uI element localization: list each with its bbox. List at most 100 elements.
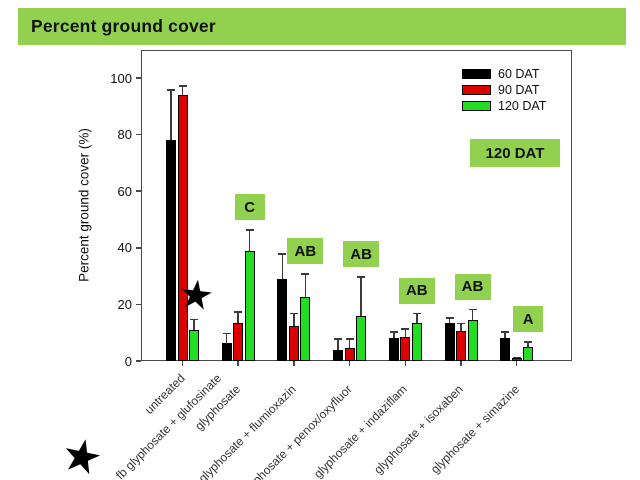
error-bar xyxy=(293,312,295,326)
y-axis-tick xyxy=(136,247,141,249)
error-bar-cap xyxy=(412,312,421,315)
bar-120dat-cat4 xyxy=(356,315,367,361)
bar-90dat-cat4 xyxy=(344,348,355,361)
y-axis-tick xyxy=(136,190,141,192)
bar-90dat-cat3 xyxy=(288,325,299,361)
legend-label: 120 DAT xyxy=(498,99,547,113)
error-bar-cap xyxy=(357,276,366,278)
error-bar xyxy=(348,338,351,349)
y-axis-tick xyxy=(136,77,141,79)
bar-120dat-cat6 xyxy=(467,319,478,361)
bar-60dat-cat2 xyxy=(221,342,232,361)
error-bar-cap xyxy=(445,317,454,319)
x-axis-tick xyxy=(515,361,518,366)
error-bar-cap xyxy=(178,85,187,87)
y-tick-label: 40 xyxy=(117,240,132,256)
error-bar-cap xyxy=(345,338,354,340)
plot-area xyxy=(141,50,572,361)
error-bar xyxy=(416,312,418,323)
annotation-120dat-label: 120 DAT xyxy=(485,144,545,162)
y-axis-tick xyxy=(136,360,141,362)
x-axis-tick xyxy=(404,361,407,366)
star-marker-on-axis-label: ★ xyxy=(56,426,108,480)
error-bar-cap xyxy=(457,322,465,325)
bar-60dat-cat1 xyxy=(166,140,176,361)
legend-swatch xyxy=(462,69,491,79)
bar-90dat-cat2 xyxy=(233,322,244,361)
legend-row: 60 DAT xyxy=(462,66,546,82)
error-bar-cap xyxy=(289,312,298,315)
bar-90dat-cat6 xyxy=(456,331,466,361)
error-bar-cap xyxy=(167,89,175,91)
error-bar-cap xyxy=(501,331,510,333)
legend-swatch xyxy=(462,85,491,95)
sig-letter-ab: AB xyxy=(398,277,435,304)
x-axis-tick xyxy=(460,361,462,366)
error-bar-cap xyxy=(401,328,410,331)
error-bar xyxy=(404,328,407,337)
bar-90dat-cat1 xyxy=(177,94,188,361)
x-axis-label-text: glyphosate + flumioxazin xyxy=(195,382,299,480)
bar-60dat-cat3 xyxy=(277,278,288,361)
y-tick-label: 0 xyxy=(124,353,132,369)
y-tick-label: 20 xyxy=(117,296,132,312)
error-bar xyxy=(471,308,474,320)
x-axis-label-text: glyphosate + indaziflam xyxy=(311,382,410,480)
x-axis-tick xyxy=(293,361,295,366)
sig-letter-ab: AB xyxy=(287,238,324,265)
error-bar xyxy=(193,318,195,330)
error-bar-cap xyxy=(245,229,254,231)
error-bar xyxy=(393,331,395,339)
legend-label: 90 DAT xyxy=(498,83,540,97)
y-axis-tick xyxy=(136,303,141,306)
error-bar-cap xyxy=(222,332,231,335)
bar-120dat-cat2 xyxy=(244,250,255,361)
x-axis-tick xyxy=(237,361,239,366)
sig-letter-a: A xyxy=(513,306,544,333)
x-axis-tick xyxy=(348,361,351,366)
legend-label: 60 DAT xyxy=(498,67,540,81)
legend-row: 90 DAT xyxy=(462,82,546,98)
bar-60dat-cat4 xyxy=(333,349,344,361)
error-bar-cap xyxy=(301,273,310,275)
bar-90dat-cat7 xyxy=(511,358,522,361)
error-bar-cap xyxy=(190,318,198,321)
error-bar xyxy=(504,331,506,339)
error-bar-cap xyxy=(512,356,521,359)
error-bar-cap xyxy=(389,331,398,333)
bar-60dat-cat5 xyxy=(388,338,399,361)
legend-swatch xyxy=(462,101,491,111)
bar-120dat-cat5 xyxy=(411,322,422,361)
star-marker-on-bars: ★ xyxy=(175,271,217,320)
page-title: Percent ground cover xyxy=(31,16,216,36)
error-bar-cap xyxy=(334,338,343,340)
error-bar xyxy=(460,322,462,332)
error-bar xyxy=(181,85,184,95)
bar-90dat-cat5 xyxy=(400,336,411,361)
error-bar xyxy=(360,276,362,316)
error-bar xyxy=(170,89,172,141)
y-tick-label: 80 xyxy=(117,127,132,143)
error-bar xyxy=(248,229,251,251)
error-bar xyxy=(237,311,239,323)
error-bar-cap xyxy=(468,308,477,311)
legend: 60 DAT 90 DAT 120 DAT xyxy=(462,66,546,114)
y-axis-tick xyxy=(136,133,141,136)
error-bar xyxy=(281,253,284,279)
error-bar-cap xyxy=(278,253,287,256)
error-bar xyxy=(225,332,228,343)
x-axis-tick xyxy=(181,361,184,366)
error-bar-cap xyxy=(524,341,533,343)
bar-120dat-cat1 xyxy=(189,329,199,361)
sig-letter-ab: AB xyxy=(454,273,491,300)
error-bar xyxy=(448,317,451,323)
y-tick-label: 60 xyxy=(117,183,132,199)
error-bar xyxy=(304,273,307,298)
bar-120dat-cat7 xyxy=(523,346,534,361)
legend-row: 120 DAT xyxy=(462,98,546,114)
error-bar xyxy=(527,341,529,347)
bar-60dat-cat7 xyxy=(500,338,511,361)
y-tick-label: 100 xyxy=(110,70,132,86)
bar-120dat-cat3 xyxy=(300,297,311,361)
